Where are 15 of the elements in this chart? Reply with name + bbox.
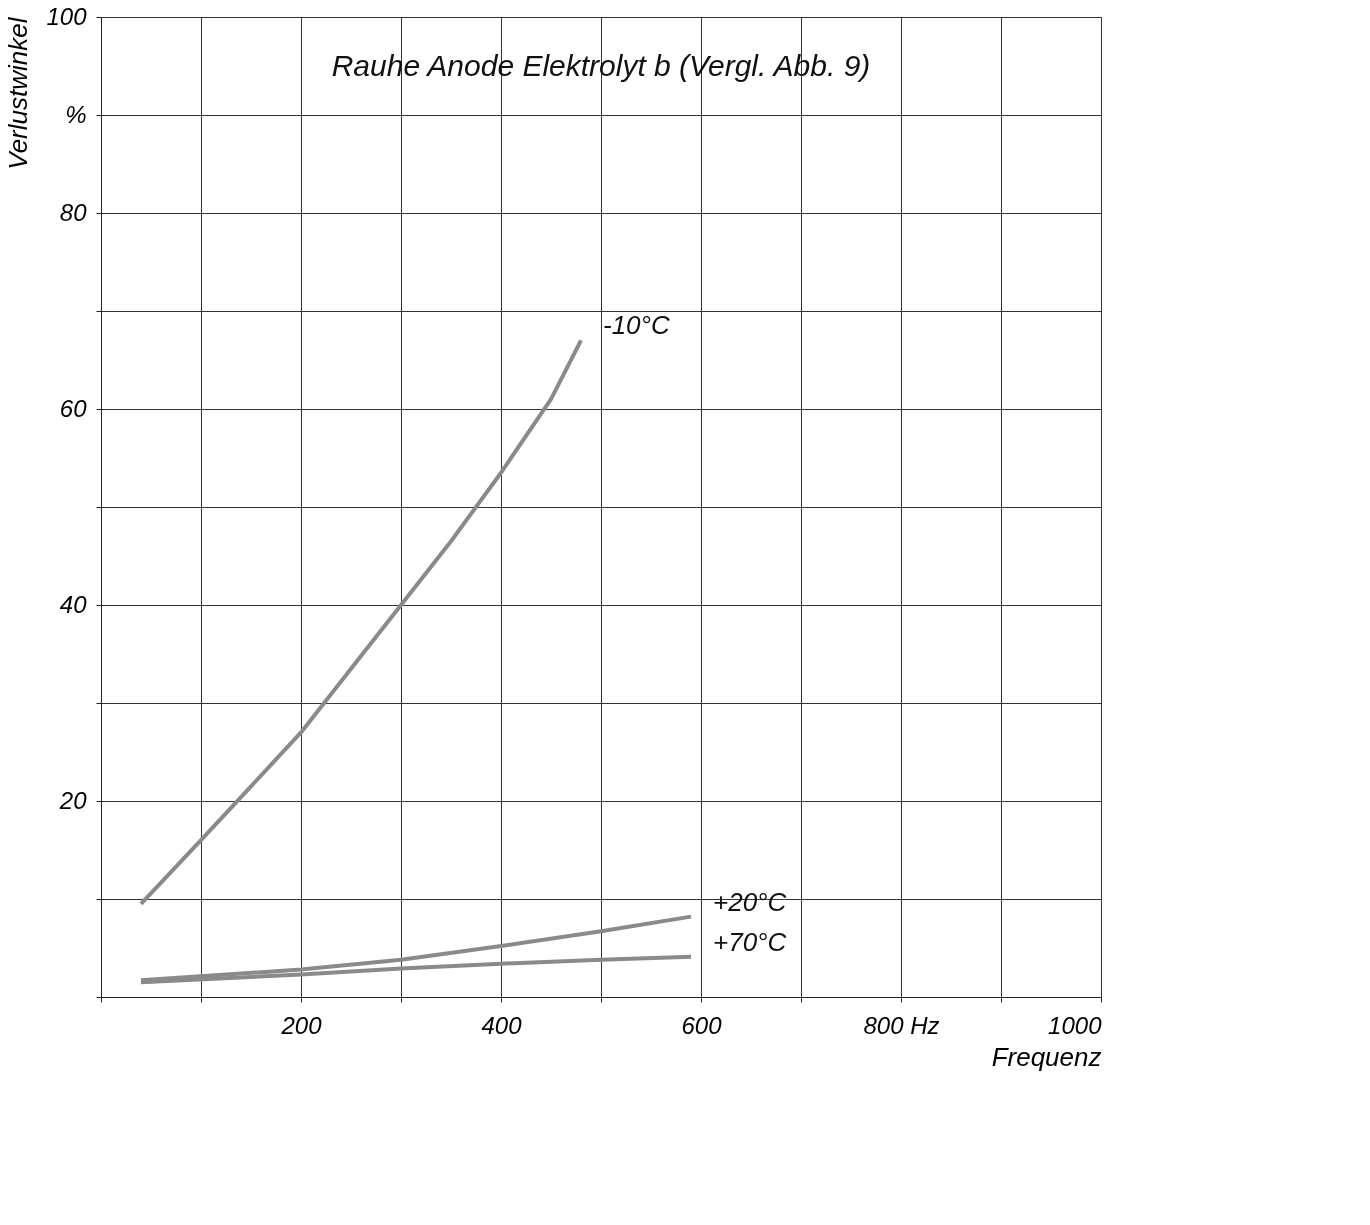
x-tick-label: 800 Hz [863,1011,940,1039]
y-tick-label: 60 [59,394,88,422]
x-tick-label: 200 [280,1011,323,1039]
series-label: +70°C [713,926,787,957]
y-axis-title: Verlustwinkel [3,16,34,170]
y-tick-label: % [65,100,87,128]
x-tick-label: 1000 [1048,1011,1103,1039]
y-tick-label: 100 [46,2,88,30]
y-tick-label: 20 [58,786,88,814]
x-axis-title: Frequenz [991,1041,1102,1072]
series-label: -10°C [603,310,670,341]
x-tick-label: 600 [681,1011,723,1039]
y-tick-label: 80 [59,198,88,226]
y-tick-label: 40 [59,590,88,618]
x-tick-label: 400 [481,1011,523,1039]
